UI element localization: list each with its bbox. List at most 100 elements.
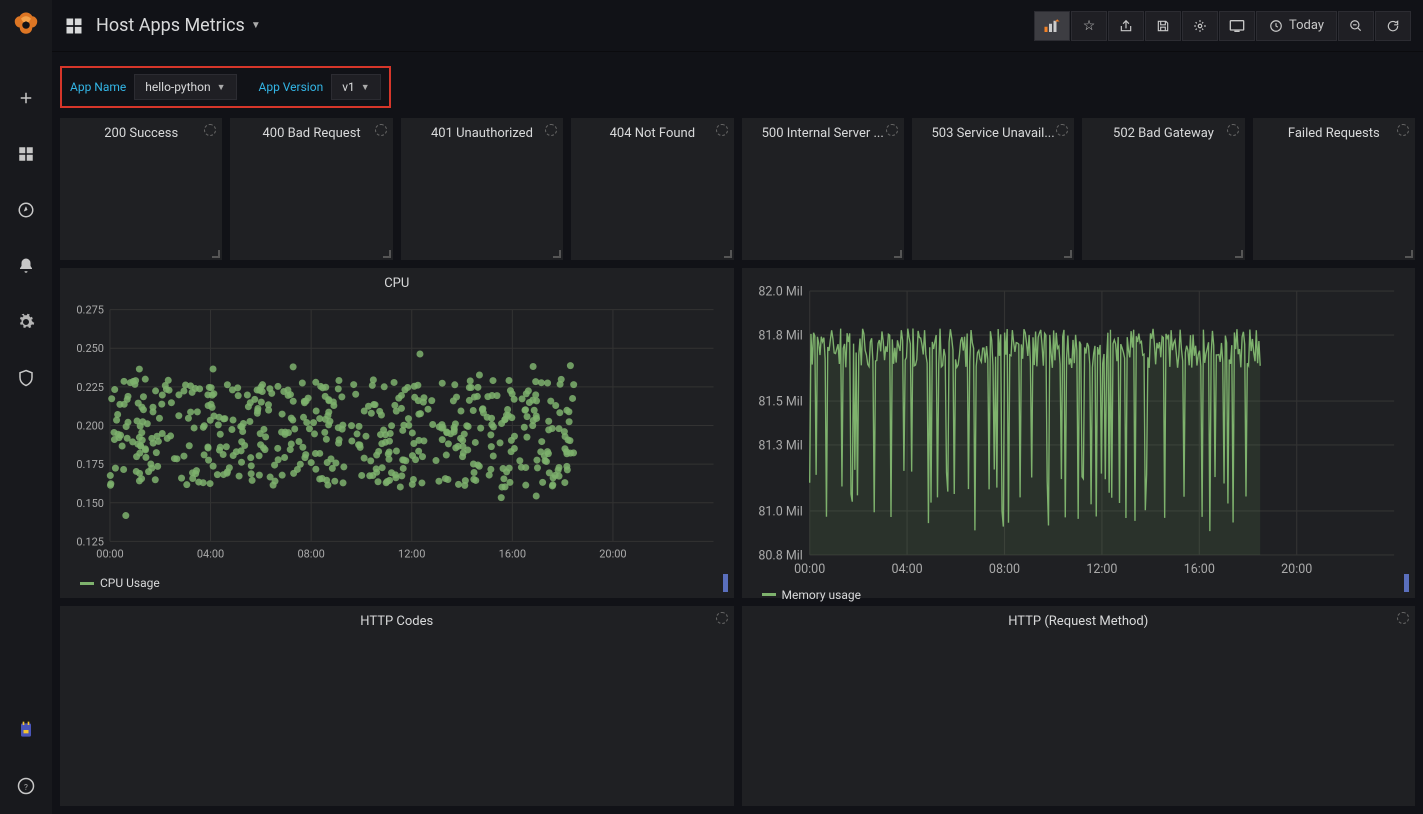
variable-row: App Name hello-python ▼ App Version v1 ▼ <box>60 66 1415 108</box>
svg-text:0.200: 0.200 <box>76 420 104 433</box>
dashboard-grid-icon[interactable] <box>64 16 84 36</box>
resize-handle[interactable] <box>1235 250 1243 258</box>
svg-text:04:00: 04:00 <box>197 547 224 560</box>
stat-panel[interactable]: 401 Unauthorized <box>401 118 563 260</box>
chevron-down-icon: ▼ <box>361 82 370 93</box>
dashboards-icon[interactable] <box>16 144 36 164</box>
time-range-label: Today <box>1289 18 1324 33</box>
svg-text:08:00: 08:00 <box>297 547 324 560</box>
svg-text:0.175: 0.175 <box>76 458 104 471</box>
svg-text:0.250: 0.250 <box>76 342 104 355</box>
refresh-button[interactable] <box>1375 11 1411 41</box>
dashboard-title-text: Host Apps Metrics <box>96 15 245 36</box>
svg-text:81.8 Mil: 81.8 Mil <box>758 329 802 344</box>
chart-row: CPU 0.1250.1500.1750.2000.2250.2500.2750… <box>60 268 1415 598</box>
memory-panel[interactable]: Memory 80.8 Mil81.0 Mil81.3 Mil81.5 Mil8… <box>742 268 1416 598</box>
configuration-icon[interactable] <box>16 312 36 332</box>
resize-handle[interactable] <box>1064 250 1072 258</box>
stat-panel-title: 503 Service Unavail... <box>912 118 1074 141</box>
explore-icon[interactable] <box>16 200 36 220</box>
resize-handle[interactable] <box>894 250 902 258</box>
sidebar: ? <box>0 0 52 814</box>
svg-text:16:00: 16:00 <box>499 547 526 560</box>
chevron-down-icon: ▼ <box>251 20 261 31</box>
stat-panel[interactable]: 200 Success <box>60 118 222 260</box>
var-app-version-value: v1 <box>342 80 355 94</box>
memory-panel-title: Memory <box>742 268 1416 276</box>
stat-panel[interactable]: 400 Bad Request <box>230 118 392 260</box>
cycle-view-button[interactable] <box>1219 11 1255 41</box>
legend-scroll-indicator <box>723 574 728 592</box>
svg-text:81.3 Mil: 81.3 Mil <box>758 439 802 454</box>
save-button[interactable] <box>1145 11 1181 41</box>
svg-text:16:00: 16:00 <box>1183 562 1214 577</box>
stat-panel[interactable]: 404 Not Found <box>571 118 733 260</box>
add-panel-button[interactable] <box>1034 11 1070 41</box>
stat-panel[interactable]: 502 Bad Gateway <box>1082 118 1244 260</box>
resize-handle[interactable] <box>212 250 220 258</box>
memory-chart: 80.8 Mil81.0 Mil81.3 Mil81.5 Mil81.8 Mil… <box>746 280 1406 582</box>
help-icon[interactable]: ? <box>16 776 36 796</box>
svg-text:81.0 Mil: 81.0 Mil <box>758 504 802 519</box>
svg-text:81.5 Mil: 81.5 Mil <box>758 395 802 410</box>
settings-button[interactable] <box>1182 11 1218 41</box>
svg-text:?: ? <box>24 783 28 793</box>
stat-panel[interactable]: 500 Internal Server ... <box>742 118 904 260</box>
plugin-icon[interactable] <box>16 720 36 740</box>
resize-handle[interactable] <box>1405 250 1413 258</box>
memory-legend-label: Memory usage <box>782 588 861 602</box>
cpu-panel-title: CPU <box>60 268 734 291</box>
alerting-icon[interactable] <box>16 256 36 276</box>
stat-panel-title: 400 Bad Request <box>230 118 392 141</box>
server-admin-icon[interactable] <box>16 368 36 388</box>
bottom-panel[interactable]: HTTP Codes <box>60 606 734 806</box>
resize-handle[interactable] <box>383 250 391 258</box>
cpu-chart: 0.1250.1500.1750.2000.2250.2500.27500:00… <box>64 295 724 570</box>
dashboard-title[interactable]: Host Apps Metrics ▼ <box>96 15 261 36</box>
svg-text:0.225: 0.225 <box>76 381 104 394</box>
legend-scroll-indicator <box>1404 574 1409 592</box>
var-app-name-select[interactable]: hello-python ▼ <box>134 74 236 100</box>
zoom-out-button[interactable] <box>1338 11 1374 41</box>
loading-spinner-icon <box>1397 124 1409 136</box>
topbar: Host Apps Metrics ▼ ☆ Today <box>52 0 1423 52</box>
stat-panel[interactable]: Failed Requests <box>1253 118 1415 260</box>
stat-panel[interactable]: 503 Service Unavail... <box>912 118 1074 260</box>
variable-highlight-box: App Name hello-python ▼ App Version v1 ▼ <box>60 66 391 108</box>
cpu-legend: CPU Usage <box>60 574 734 598</box>
svg-text:0.150: 0.150 <box>76 497 104 510</box>
svg-text:08:00: 08:00 <box>988 562 1019 577</box>
bottom-panel-title: HTTP Codes <box>60 606 734 629</box>
cpu-panel[interactable]: CPU 0.1250.1500.1750.2000.2250.2500.2750… <box>60 268 734 598</box>
svg-text:20:00: 20:00 <box>1281 562 1312 577</box>
time-range-button[interactable]: Today <box>1256 11 1337 41</box>
toolbar: ☆ Today <box>1034 11 1411 41</box>
create-icon[interactable] <box>16 88 36 108</box>
legend-swatch <box>762 593 776 596</box>
bottom-row: HTTP Codes HTTP (Request Method) <box>60 606 1415 806</box>
svg-text:12:00: 12:00 <box>398 547 425 560</box>
bottom-panel-title: HTTP (Request Method) <box>742 606 1416 629</box>
svg-text:20:00: 20:00 <box>599 547 626 560</box>
var-app-version-select[interactable]: v1 ▼ <box>331 74 380 100</box>
loading-spinner-icon <box>716 612 728 624</box>
loading-spinner-icon <box>716 124 728 136</box>
content: App Name hello-python ▼ App Version v1 ▼… <box>52 52 1423 814</box>
var-app-version-label: App Version <box>259 80 324 94</box>
var-app-name-label: App Name <box>70 80 126 94</box>
loading-spinner-icon <box>1227 124 1239 136</box>
stat-panel-title: Failed Requests <box>1253 118 1415 141</box>
chevron-down-icon: ▼ <box>217 82 226 93</box>
loading-spinner-icon <box>886 124 898 136</box>
star-button[interactable]: ☆ <box>1071 11 1107 41</box>
resize-handle[interactable] <box>553 250 561 258</box>
stat-panel-row: 200 Success 400 Bad Request 401 Unauthoriz… <box>60 118 1415 260</box>
resize-handle[interactable] <box>724 250 732 258</box>
cpu-legend-label: CPU Usage <box>100 576 160 590</box>
bottom-panel[interactable]: HTTP (Request Method) <box>742 606 1416 806</box>
svg-text:00:00: 00:00 <box>794 562 825 577</box>
svg-text:82.0 Mil: 82.0 Mil <box>758 285 802 300</box>
share-button[interactable] <box>1108 11 1144 41</box>
grafana-logo-icon[interactable] <box>11 10 41 40</box>
legend-swatch <box>80 582 94 585</box>
